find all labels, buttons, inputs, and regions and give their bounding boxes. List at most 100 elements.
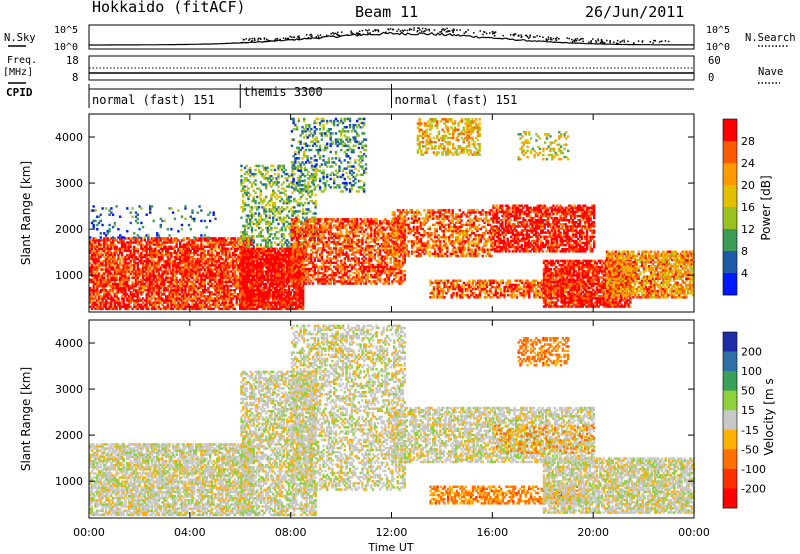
echo-cell [103,251,106,255]
noise-search-point [603,42,606,44]
echo-cell [92,303,95,306]
echo-cell [129,253,132,257]
echo-cell [203,301,207,304]
echo-cell [110,211,113,214]
noise-search-point [374,29,376,31]
echo-cell [189,215,192,218]
echo-cell [104,264,108,267]
echo-cell [249,175,252,178]
echo-cell [101,286,104,290]
echo-cell [219,293,222,296]
echo-cell [347,136,350,139]
echo-cell [122,303,125,306]
noise-search-point [330,32,332,35]
echo-cell [214,257,217,261]
echo-cell [313,175,316,179]
echo-cell [89,249,92,253]
echo-cell [242,193,245,197]
echo-cell [122,247,125,250]
echo-cell [302,295,305,298]
echo-cell [249,168,252,172]
echo-cell [96,223,99,227]
echo-cell [212,211,215,214]
echo-cell [120,245,124,248]
echo-cell [294,188,297,191]
echo-cell [141,243,145,246]
echo-cell [163,293,166,296]
noise-search-point [547,36,550,38]
echo-cell [207,286,210,290]
echo-cell [140,241,143,244]
echo-cell [94,278,97,282]
noise-search-point [249,38,251,40]
echo-cell [265,208,268,211]
echo-cell [247,197,250,201]
echo-cell [94,209,97,212]
echo-cell [90,272,94,275]
echo-cell [193,219,196,223]
echo-cell [136,221,139,225]
echo-cell [92,223,95,227]
echo-cell [318,155,322,158]
echo-cell [110,303,113,306]
noise-search-point [552,37,555,40]
echo-cell [104,303,108,306]
echo-cell [122,272,125,275]
echo-cell [143,236,147,239]
noise-search-point [350,32,352,34]
echo-cell [292,119,295,123]
echo-cell [306,155,309,158]
echo-cell [348,138,352,141]
echo-cell [326,134,329,137]
echo-cell [329,177,332,181]
echo-cell [133,251,136,255]
echo-cell [268,239,271,242]
echo-cell [310,190,313,193]
noise-search-point [242,38,245,41]
echo-cell [129,251,132,255]
noise-search-point [402,30,404,32]
echo-cell [89,239,92,242]
noise-search-point [485,32,488,35]
echo-cell [340,148,343,152]
noise-search-point [276,37,279,40]
echo-cell [298,204,301,207]
echo-cell [106,237,109,240]
echo-cell [140,207,143,210]
echo-cell [297,117,301,121]
echo-cell [270,241,273,244]
echo-cell [361,165,364,168]
echo-cell [122,293,125,296]
echo-cell [303,117,306,121]
echo-cell [101,276,104,279]
echo-cell [334,152,338,156]
freq-unit-label: [MHz] [3,67,33,78]
echo-cell [97,282,101,286]
echo-cell [292,224,295,227]
noise-search-point [356,33,359,35]
echo-cell [108,243,111,246]
echo-cell [214,245,217,248]
echo-cell [250,226,254,230]
echo-cell [129,305,132,309]
echo-cell [224,278,228,282]
echo-cell [99,232,102,235]
echo-cell [117,301,120,304]
echo-cell [257,168,261,172]
echo-cell [261,235,264,238]
echo-cell [275,286,278,290]
echo-cell [338,165,341,168]
echo-cell [131,268,134,271]
echo-cell [145,249,148,253]
echo-cell [250,216,254,219]
echo-cell [133,253,136,257]
echo-cell [122,276,125,279]
echo-cell [120,299,124,302]
echo-cell [104,280,108,284]
echo-cell [97,260,101,263]
echo-cell [113,251,117,255]
noise-search-point [377,30,380,33]
echo-cell [259,220,263,224]
echo-cell [294,259,297,262]
echo-cell [136,270,139,273]
